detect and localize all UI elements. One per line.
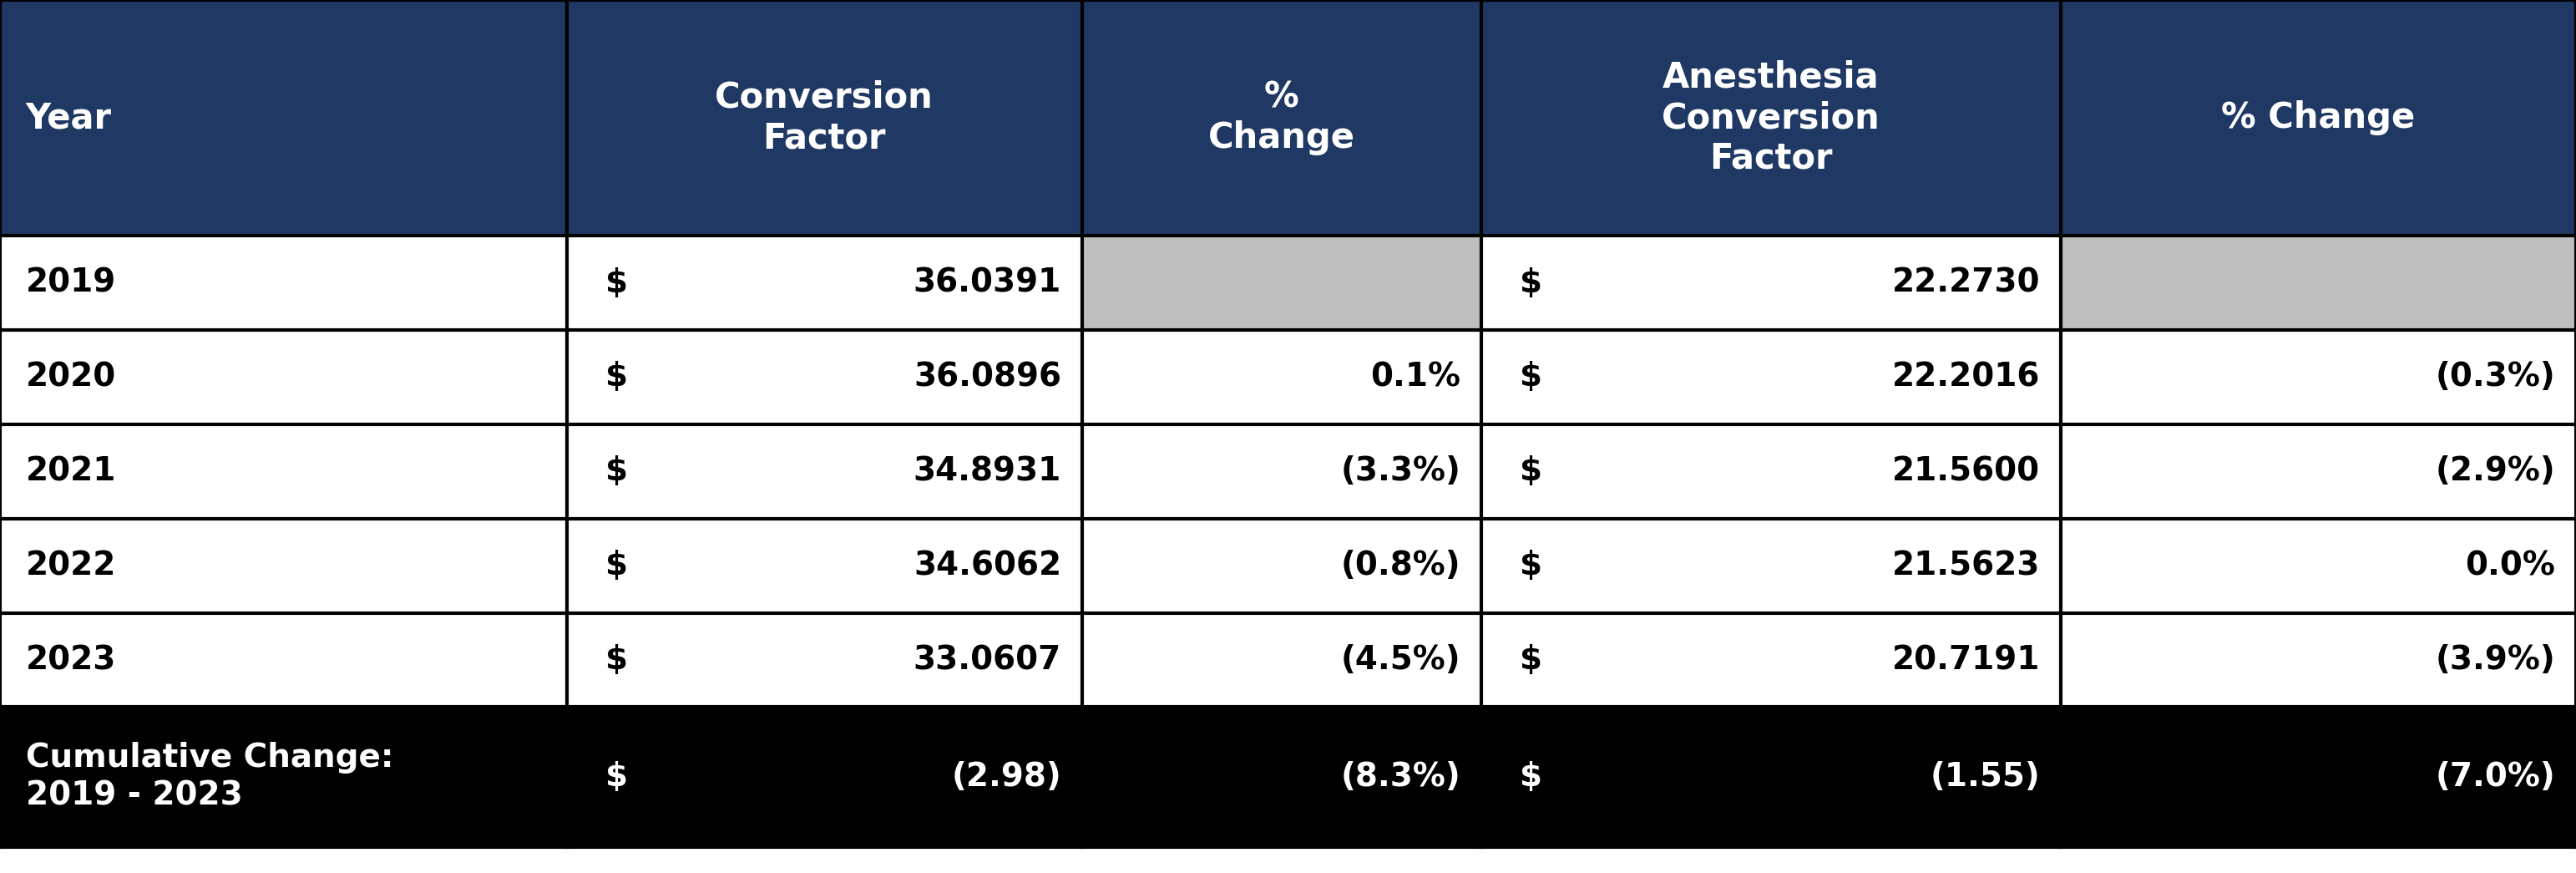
Bar xyxy=(1082,236,1481,330)
Text: 2021: 2021 xyxy=(26,456,116,487)
Text: $: $ xyxy=(1520,761,1543,793)
Text: 33.0607: 33.0607 xyxy=(914,644,1061,676)
Text: 34.6062: 34.6062 xyxy=(914,550,1061,581)
Text: 22.2016: 22.2016 xyxy=(1893,361,2040,393)
Text: % Change: % Change xyxy=(2221,100,2416,135)
Text: (0.8%): (0.8%) xyxy=(1340,550,1461,581)
Bar xyxy=(0,0,2576,236)
Text: $: $ xyxy=(605,644,629,676)
Bar xyxy=(0,424,2576,519)
Text: 34.8931: 34.8931 xyxy=(914,456,1061,487)
Bar xyxy=(0,707,2576,847)
Text: 36.0391: 36.0391 xyxy=(914,267,1061,299)
Text: 20.7191: 20.7191 xyxy=(1893,644,2040,676)
Text: 21.5623: 21.5623 xyxy=(1893,550,2040,581)
Text: $: $ xyxy=(1520,456,1543,487)
Text: $: $ xyxy=(1520,550,1543,581)
Bar xyxy=(0,613,2576,707)
Text: $: $ xyxy=(1520,361,1543,393)
Text: (4.5%): (4.5%) xyxy=(1340,644,1461,676)
Bar xyxy=(0,330,2576,424)
Text: 36.0896: 36.0896 xyxy=(914,361,1061,393)
Bar xyxy=(2061,236,2576,330)
Text: (1.55): (1.55) xyxy=(1929,761,2040,793)
Text: $: $ xyxy=(605,456,629,487)
Text: (3.9%): (3.9%) xyxy=(2434,644,2555,676)
Text: 2020: 2020 xyxy=(26,361,116,393)
Text: Anesthesia
Conversion
Factor: Anesthesia Conversion Factor xyxy=(1662,59,1880,176)
Text: $: $ xyxy=(605,361,629,393)
Text: 2023: 2023 xyxy=(26,644,116,676)
Text: Cumulative Change:
2019 - 2023: Cumulative Change: 2019 - 2023 xyxy=(26,742,394,812)
Text: $: $ xyxy=(1520,267,1543,299)
Text: %
Change: % Change xyxy=(1208,80,1355,155)
Text: (2.9%): (2.9%) xyxy=(2434,456,2555,487)
Bar xyxy=(0,519,2576,613)
Text: 0.1%: 0.1% xyxy=(1370,361,1461,393)
Text: (7.0%): (7.0%) xyxy=(2434,761,2555,793)
Text: 21.5600: 21.5600 xyxy=(1893,456,2040,487)
Text: (3.3%): (3.3%) xyxy=(1340,456,1461,487)
Text: 22.2730: 22.2730 xyxy=(1891,267,2040,299)
Text: Conversion
Factor: Conversion Factor xyxy=(716,80,933,155)
Text: 2022: 2022 xyxy=(26,550,116,581)
Text: (2.98): (2.98) xyxy=(951,761,1061,793)
Text: (0.3%): (0.3%) xyxy=(2434,361,2555,393)
Bar xyxy=(0,236,2576,330)
Text: 0.0%: 0.0% xyxy=(2465,550,2555,581)
Text: 2019: 2019 xyxy=(26,267,116,299)
Text: Year: Year xyxy=(26,100,111,135)
Text: $: $ xyxy=(605,550,629,581)
Text: $: $ xyxy=(605,267,629,299)
Text: $: $ xyxy=(1520,644,1543,676)
Text: (8.3%): (8.3%) xyxy=(1340,761,1461,793)
Text: $: $ xyxy=(605,761,629,793)
